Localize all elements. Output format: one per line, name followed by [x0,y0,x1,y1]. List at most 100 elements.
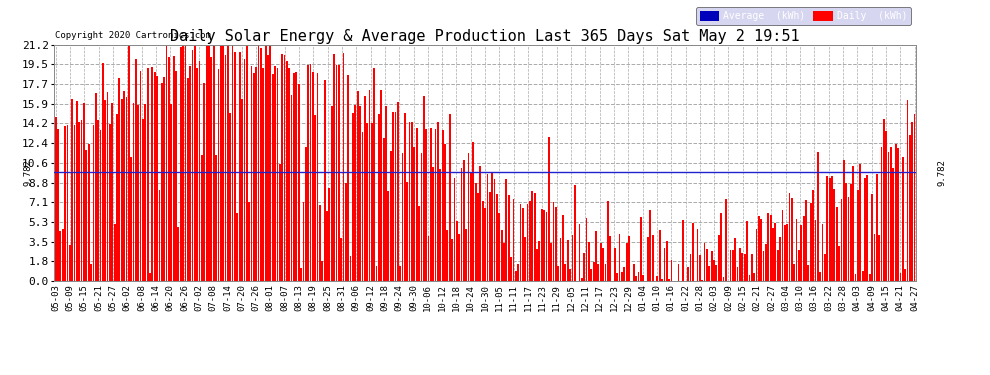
Bar [718,235,720,281]
Bar [368,90,370,281]
Bar [440,169,442,281]
Bar [547,137,549,281]
Bar [359,106,361,281]
Bar [687,267,689,281]
Bar [651,235,653,281]
Bar [196,68,198,281]
Bar [242,99,243,281]
Bar [725,200,727,281]
Bar [168,57,169,281]
Bar [172,56,174,281]
Bar [555,207,556,281]
Bar [61,229,63,281]
Bar [390,151,392,281]
Bar [128,45,130,281]
Bar [626,243,628,281]
Bar [588,242,590,281]
Bar [262,68,264,281]
Bar [520,204,522,281]
Bar [460,168,462,281]
Bar [598,264,599,281]
Bar [446,230,448,281]
Bar [890,147,892,281]
Bar [777,251,778,281]
Bar [71,99,73,281]
Bar [66,125,68,281]
Bar [406,182,408,281]
Bar [187,78,189,281]
Bar [781,210,783,281]
Bar [64,126,66,281]
Bar [378,114,380,281]
Bar [223,45,224,281]
Bar [69,246,70,281]
Bar [762,251,764,281]
Bar [78,122,80,281]
Bar [590,269,592,281]
Bar [900,273,901,281]
Bar [854,274,856,281]
Bar [276,68,278,281]
Bar [123,91,125,281]
Bar [753,273,755,281]
Bar [225,55,227,281]
Bar [175,71,177,281]
Bar [244,59,246,281]
Bar [201,154,203,281]
Bar [397,102,399,281]
Bar [237,213,239,281]
Bar [92,125,94,281]
Bar [666,241,667,281]
Bar [678,264,679,281]
Bar [331,106,333,281]
Bar [842,160,844,281]
Bar [189,66,191,281]
Bar [312,72,314,281]
Bar [527,204,529,281]
Bar [508,195,510,281]
Bar [349,256,351,281]
Bar [614,248,616,281]
Bar [581,278,583,281]
Bar [829,178,831,281]
Bar [839,246,840,281]
Bar [445,144,446,281]
Bar [484,208,486,281]
Bar [883,118,885,281]
Bar [545,212,547,281]
Bar [914,114,916,281]
Bar [758,216,759,281]
Bar [116,114,118,281]
Bar [387,191,389,281]
Bar [114,224,116,281]
Bar [338,65,340,281]
Bar [866,175,868,281]
Bar [418,207,420,281]
Bar [510,257,512,281]
Bar [770,215,771,281]
Bar [319,204,321,281]
Bar [257,45,259,281]
Bar [352,113,353,281]
Bar [138,105,140,281]
Bar [748,275,750,281]
Bar [326,211,328,281]
Bar [177,227,179,281]
Bar [451,239,453,281]
Bar [624,267,626,281]
Bar [149,273,150,281]
Bar [617,273,618,281]
Bar [170,104,172,281]
Bar [156,76,158,281]
Bar [629,236,630,281]
Bar [165,45,167,281]
Bar [895,144,897,281]
Bar [564,264,566,281]
Bar [329,188,331,281]
Bar [902,157,904,281]
Bar [59,231,61,281]
Bar [411,122,413,281]
Bar [810,202,812,281]
Bar [801,225,802,281]
Bar [442,130,444,281]
